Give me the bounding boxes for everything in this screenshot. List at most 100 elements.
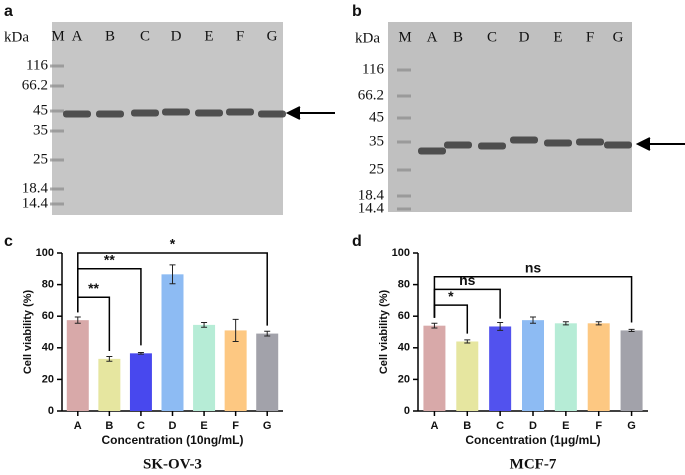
gel-unit: kDa (355, 30, 380, 46)
bar (129, 353, 152, 411)
error-bar (232, 318, 239, 342)
marker-label: 14.4 (358, 200, 385, 216)
x-tick-label: D (169, 420, 177, 432)
bar (489, 326, 512, 411)
lane-label: B (453, 29, 463, 45)
lane-label: M (51, 28, 64, 44)
x-tick-label: C (137, 420, 145, 432)
lane-label: C (487, 29, 497, 45)
x-axis-title: Concentration (1μg/mL) (465, 433, 600, 447)
ladder-band (50, 187, 64, 191)
lane-label: A (72, 28, 83, 44)
error-bar (562, 321, 569, 326)
x-tick-label: D (529, 420, 537, 432)
lane-label: C (140, 28, 150, 44)
lane-label: A (427, 29, 438, 45)
marker-label: 66.2 (358, 87, 384, 103)
bar (161, 274, 184, 411)
y-tick-label: 80 (42, 279, 54, 291)
x-tick-label: G (263, 420, 272, 432)
significance-bracket (77, 252, 268, 326)
y-tick-label: 100 (392, 247, 410, 259)
x-tick-label: A (74, 420, 82, 432)
ladder-band (50, 64, 64, 68)
bar (554, 323, 577, 411)
significance-label: ns (525, 259, 542, 275)
bar (66, 320, 89, 411)
y-tick-label: 40 (398, 342, 410, 354)
marker-label: 35 (369, 133, 384, 149)
x-tick-label: F (595, 420, 602, 432)
marker-label: 35 (33, 122, 48, 138)
protein-band (226, 108, 254, 116)
x-tick-label: B (463, 420, 471, 432)
gel-image (52, 22, 283, 215)
bar (224, 330, 247, 411)
significance-label: ns (459, 272, 476, 288)
subtitle: MCF-7 (510, 456, 557, 472)
ladder-band (50, 109, 64, 113)
y-tick-label: 80 (398, 279, 410, 291)
error-bar (137, 352, 144, 355)
marker-label: 25 (369, 161, 384, 177)
marker-label: 14.4 (22, 195, 49, 211)
significance-label: ** (104, 252, 115, 268)
marker-label: 18.4 (358, 187, 385, 203)
marker-label: 45 (369, 109, 384, 125)
y-tick-label: 40 (42, 342, 54, 354)
panel-label: d (352, 233, 362, 250)
error-bar (201, 322, 208, 328)
protein-band (131, 109, 159, 117)
ladder-band (397, 168, 411, 172)
ladder-band (50, 202, 64, 206)
y-tick-label: 0 (404, 405, 410, 417)
y-tick-label: 20 (398, 373, 410, 385)
lane-label: B (105, 28, 115, 44)
error-bar (431, 322, 438, 329)
significance-label: * (170, 236, 176, 252)
y-tick-label: 20 (42, 373, 54, 385)
x-tick-label: G (627, 420, 636, 432)
y-tick-label: 100 (36, 247, 54, 259)
lane-label: E (553, 29, 562, 45)
protein-band (96, 110, 124, 118)
significance-label: * (448, 288, 454, 304)
lane-label: F (586, 29, 594, 45)
bar (98, 358, 121, 411)
gel-unit: kDa (4, 29, 29, 45)
marker-label: 18.4 (22, 180, 49, 196)
lane-label: G (613, 29, 624, 45)
ladder-band (397, 140, 411, 144)
ladder-band (50, 158, 64, 162)
panel-label: a (4, 3, 13, 20)
error-bar (169, 264, 176, 285)
protein-band (195, 109, 223, 117)
lane-label: G (267, 28, 278, 44)
y-axis-title: Cell viability (%) (22, 289, 34, 374)
lane-label: M (398, 29, 411, 45)
x-tick-label: C (496, 420, 504, 432)
ladder-band (50, 84, 64, 88)
bar (522, 320, 544, 411)
bar (620, 330, 643, 411)
protein-band (576, 138, 604, 146)
bar (587, 323, 610, 411)
lane-label: D (519, 29, 530, 45)
x-tick-label: E (562, 420, 569, 432)
marker-label: 66.2 (22, 77, 48, 93)
bar (256, 333, 279, 411)
ladder-band (397, 68, 411, 72)
protein-band (544, 139, 572, 147)
error-bar (628, 328, 635, 333)
ladder-band (397, 207, 411, 211)
marker-label: 116 (362, 61, 384, 77)
protein-band (258, 110, 286, 118)
marker-label: 45 (33, 102, 48, 118)
subtitle: SK-OV-3 (143, 456, 202, 472)
protein-band (444, 141, 472, 149)
y-tick-label: 0 (48, 405, 54, 417)
marker-label: 116 (26, 57, 48, 73)
y-axis-title: Cell viability (%) (378, 289, 390, 374)
error-bar (595, 321, 602, 326)
